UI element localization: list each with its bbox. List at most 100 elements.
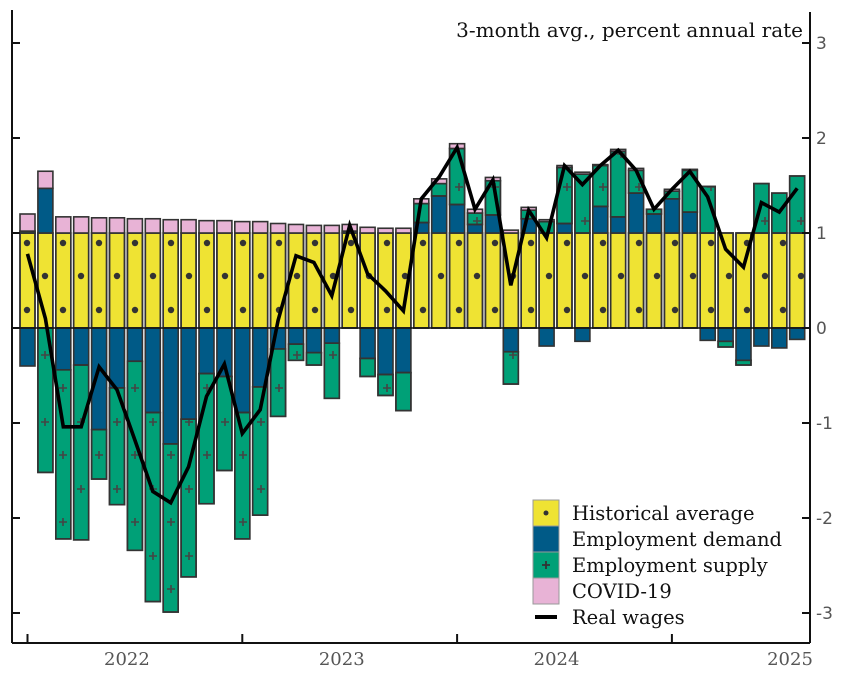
bar-segment-employment-demand <box>574 327 591 343</box>
bar-segment-historical-average <box>19 232 36 329</box>
bar-segment-employment-supply <box>574 173 591 234</box>
legend-label: Employment supply <box>572 554 768 577</box>
bar-segment-employment-supply <box>717 340 734 348</box>
bar-segment-employment-demand <box>753 327 770 347</box>
bar-segment-employment-supply <box>359 357 376 378</box>
bar-segment-historical-average <box>770 232 788 329</box>
bar-segment-historical-average <box>681 232 699 329</box>
bar-segment-historical-average <box>448 232 466 329</box>
bar-segment-employment-demand <box>430 195 448 234</box>
bar-segment-covid-19 <box>502 229 520 234</box>
bar-segment-covid-19 <box>269 222 287 234</box>
bar-segment-historical-average <box>216 232 233 329</box>
legend-item-historical-average: Historical average <box>532 499 755 527</box>
bar-segment-employment-supply <box>269 348 287 418</box>
bar-segment-historical-average <box>72 232 90 329</box>
bar-segment-employment-demand <box>770 327 788 349</box>
x-tick-label: 2024 <box>534 649 580 670</box>
bar-segment-historical-average <box>699 232 717 329</box>
bar-segment-covid-19 <box>198 219 215 234</box>
legend: Historical average Employment demand Emplo… <box>532 499 782 629</box>
bar-segment-employment-supply <box>90 428 108 480</box>
y-tick-label: -1 <box>816 414 833 434</box>
bar-segment-historical-average <box>466 232 484 329</box>
bar-segment-covid-19 <box>287 223 305 234</box>
bar-segment-covid-19 <box>180 218 197 234</box>
bar-segment-historical-average <box>753 232 770 329</box>
bar-segment-historical-average <box>609 232 627 329</box>
bar-segment-employment-demand <box>162 327 179 445</box>
y-tick-label: 3 <box>816 34 827 54</box>
bar-segment-employment-demand <box>609 216 627 234</box>
bar-segment-covid-19 <box>395 227 412 234</box>
bar-segment-historical-average <box>591 232 609 329</box>
bar-segment-covid-19 <box>323 224 341 234</box>
bar-segment-employment-demand <box>591 205 609 234</box>
legend-label: Historical average <box>572 502 755 525</box>
bar-segment-covid-19 <box>54 216 72 234</box>
y-tick-label: -2 <box>816 509 833 529</box>
legend-swatch <box>532 577 560 605</box>
bar-segment-employment-demand <box>395 327 412 374</box>
x-tick-label: 2023 <box>319 649 365 670</box>
bar-segment-employment-demand <box>699 327 717 342</box>
bar-segment-covid-19 <box>37 170 54 190</box>
bar-segment-historical-average <box>412 232 430 329</box>
bar-segment-historical-average <box>180 232 197 329</box>
bar-segment-employment-supply <box>287 343 305 362</box>
bar-segment-employment-demand <box>198 327 215 375</box>
bar-segment-historical-average <box>90 232 108 329</box>
bar-segment-covid-19 <box>377 227 394 234</box>
legend-item-employment-supply: Employment supply <box>532 551 768 579</box>
chart-subtitle: 3-month avg., percent annual rate <box>456 18 803 42</box>
bar-segment-employment-demand <box>72 327 90 366</box>
bar-segment-historical-average <box>162 232 179 329</box>
bar-segment-employment-demand <box>681 211 699 234</box>
bar-segment-employment-supply <box>108 387 126 506</box>
bar-segment-covid-19 <box>216 219 233 234</box>
bar-segment-covid-19 <box>19 213 36 232</box>
bar-segment-employment-demand <box>538 327 555 347</box>
bar-segment-employment-demand <box>663 198 681 234</box>
bar-segment-employment-demand <box>359 327 376 360</box>
legend-item-covid-19: COVID-19 <box>532 577 672 605</box>
bar-segment-historical-average <box>627 232 645 329</box>
bar-segment-employment-demand <box>180 327 197 420</box>
bar-segment-employment-supply <box>681 169 699 213</box>
bar-segment-historical-average <box>305 232 323 329</box>
bar-segment-historical-average <box>251 232 269 329</box>
bar-segment-employment-supply <box>162 443 179 613</box>
y-tick-label: 1 <box>816 224 827 244</box>
bar-segment-covid-19 <box>305 224 323 234</box>
bar-segment-employment-demand <box>448 203 466 234</box>
bar-segment-historical-average <box>663 232 681 329</box>
bar-segment-employment-supply <box>144 411 162 603</box>
bar-segment-employment-supply <box>395 371 412 412</box>
bar-segment-employment-demand <box>19 327 36 367</box>
bar-segment-historical-average <box>538 232 555 329</box>
bar-segment-covid-19 <box>234 220 251 234</box>
line-layer <box>25 143 799 506</box>
bar-segment-employment-supply <box>502 350 520 385</box>
bar-segment-historical-average <box>108 232 126 329</box>
bar-segment-employment-supply <box>234 411 251 540</box>
bar-segment-employment-demand <box>645 213 663 234</box>
bar-segment-employment-demand <box>287 327 305 345</box>
bar-segment-covid-19 <box>72 216 90 234</box>
bar-segment-covid-19 <box>162 218 179 234</box>
bar-segment-employment-demand <box>627 192 645 234</box>
bar-segment-employment-supply <box>251 386 269 516</box>
x-tick-label: 2025 <box>767 649 813 670</box>
bar-segment-employment-supply <box>216 375 233 472</box>
bar-segment-historical-average <box>126 232 144 329</box>
bar-segment-historical-average <box>54 232 72 329</box>
bar-segment-employment-demand <box>466 223 484 234</box>
bar-segment-historical-average <box>234 232 251 329</box>
legend-label: Employment demand <box>572 528 782 551</box>
bar-segment-historical-average <box>788 232 806 329</box>
y-tick-label: -3 <box>816 604 833 624</box>
bar-segment-employment-supply <box>735 359 752 366</box>
legend-item-real-wages: Real wages <box>535 606 685 629</box>
x-tick-label: 2022 <box>104 649 150 670</box>
bar-segment-covid-19 <box>108 217 126 234</box>
